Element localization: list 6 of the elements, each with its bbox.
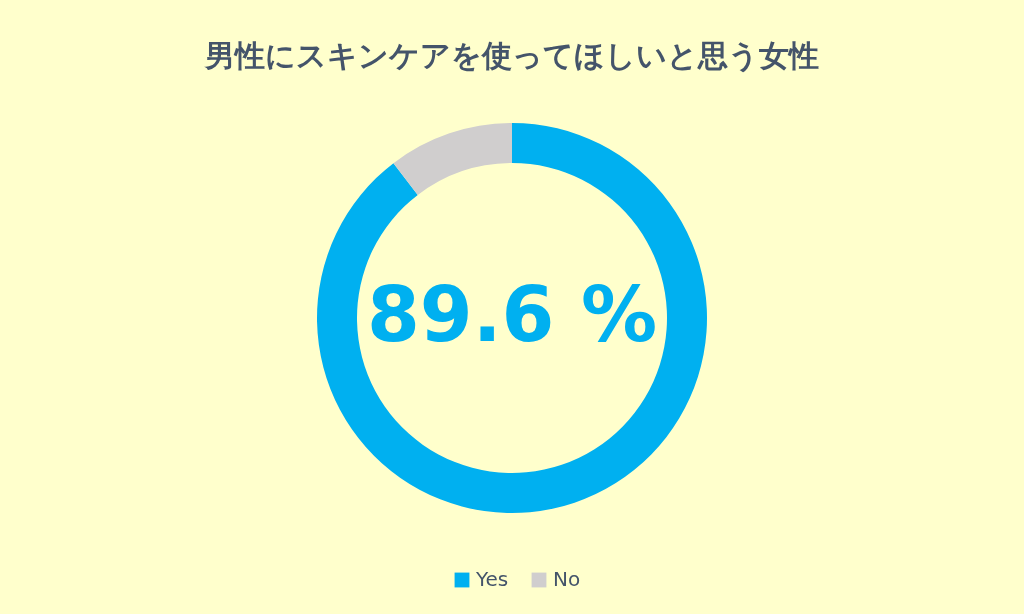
- chart-title: 男性にスキンケアを使ってほしいと思う女性: [204, 38, 819, 73]
- legend-label: No: [553, 567, 581, 591]
- legend-label: Yes: [475, 567, 509, 591]
- donut-slice: [317, 123, 707, 513]
- donut-slice: [393, 123, 512, 195]
- text: 89.6 %: [366, 270, 658, 359]
